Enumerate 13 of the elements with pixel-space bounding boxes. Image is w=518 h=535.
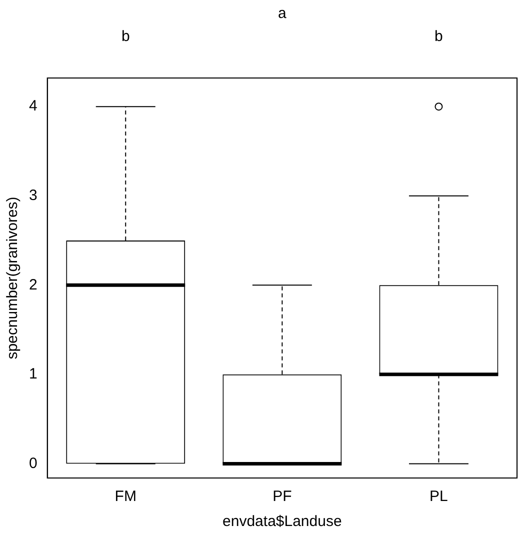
y-axis-title: specnumber(granivores)	[4, 196, 22, 360]
y-tick-label: 2	[29, 276, 38, 294]
y-tick-label: 3	[29, 187, 38, 204]
text: a	[278, 5, 287, 22]
x-tick-label: PF	[272, 488, 292, 506]
x-tick-label: PL	[430, 488, 448, 506]
x-tick-label: FM	[114, 488, 136, 506]
text: b	[121, 28, 130, 46]
y-tick-label: 4	[29, 98, 38, 115]
y-tick-label: 0	[29, 454, 38, 472]
x-axis-title: envdata$Landuse	[222, 513, 342, 530]
text: b	[434, 28, 443, 46]
y-tick-label: 1	[29, 366, 38, 383]
